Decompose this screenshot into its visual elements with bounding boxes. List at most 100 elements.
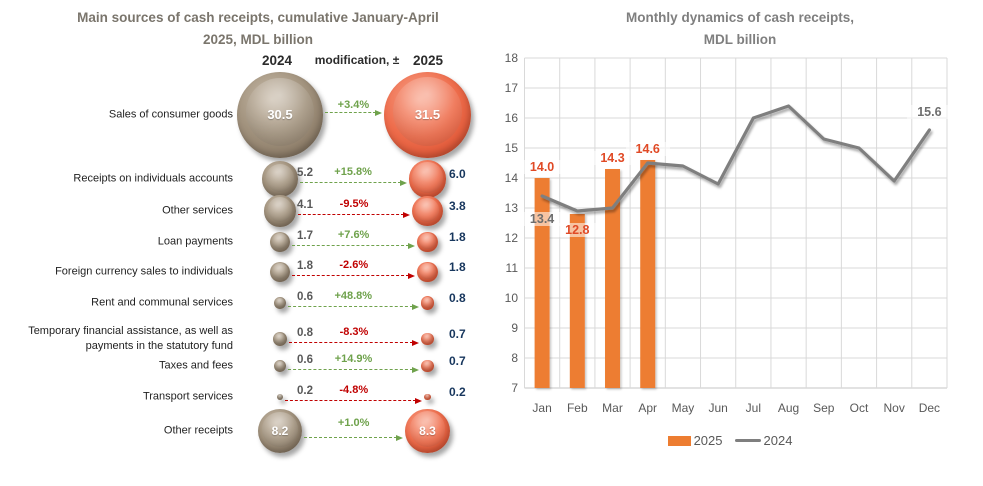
category-label-line: Transport services xyxy=(142,390,233,403)
change-arrow xyxy=(299,182,401,183)
category-label-line: Taxes and fees xyxy=(159,359,233,372)
value-2024: 4.1 xyxy=(297,198,313,211)
bubble-2024 xyxy=(276,393,284,401)
month-label: Jun xyxy=(708,401,728,415)
right-chart-title-line1: Monthly dynamics of cash receipts, xyxy=(625,10,855,25)
y-axis-tick: 14 xyxy=(504,171,518,185)
bubble-2024 xyxy=(274,297,286,309)
bubble-2025 xyxy=(420,296,435,310)
bubble-value: 31.5 xyxy=(414,107,441,123)
month-label: Nov xyxy=(883,401,905,415)
bar-2025 xyxy=(569,214,585,388)
right-chart-title: Monthly dynamics of cash receipts, MDL b… xyxy=(520,7,960,51)
category-label: Loan payments xyxy=(0,235,233,250)
category-label-line: Receipts on individuals accounts xyxy=(73,172,233,185)
month-label: Jul xyxy=(745,401,762,415)
change-percent: +48.8% xyxy=(334,290,373,302)
category-label: Other services xyxy=(0,204,233,219)
change-arrow-head xyxy=(412,366,420,373)
change-arrow xyxy=(288,342,414,343)
value-2024: 0.2 xyxy=(297,384,313,397)
category-label-line: Sales of consumer goods xyxy=(108,108,233,121)
category-label: Rent and communal services xyxy=(0,296,233,311)
change-arrow xyxy=(287,369,414,370)
month-label: Aug xyxy=(777,401,800,415)
value-2024: 1.8 xyxy=(297,259,313,272)
y-axis-tick: 9 xyxy=(511,321,518,335)
bubble-2025 xyxy=(421,359,434,373)
value-2025: 0.7 xyxy=(449,354,466,368)
y-axis-tick: 18 xyxy=(504,51,518,65)
value-2025: 3.8 xyxy=(449,199,466,213)
bubble-2025: 31.5 xyxy=(384,71,471,159)
change-percent: -4.8% xyxy=(339,384,369,396)
y-axis-tick: 10 xyxy=(504,291,518,305)
category-label: Transport services xyxy=(0,390,233,405)
column-header-modification: modification, ± xyxy=(314,53,400,67)
month-label: Feb xyxy=(566,401,588,415)
y-axis-tick: 16 xyxy=(504,111,518,125)
value-2025: 1.8 xyxy=(449,230,466,244)
line-2024 xyxy=(540,104,931,213)
month-label: Oct xyxy=(849,401,869,415)
bubble-2024 xyxy=(262,161,298,197)
category-label-line: Other receipts xyxy=(163,424,233,437)
change-arrow-head xyxy=(396,434,404,441)
line-value-label: 15.6 xyxy=(907,105,952,119)
bar-2025 xyxy=(640,160,656,388)
value-2024: 5.2 xyxy=(297,166,313,179)
change-percent: +15.8% xyxy=(334,166,372,178)
bar-value-label: 14.6 xyxy=(625,142,670,156)
right-chart-title-line2: MDL billion xyxy=(703,32,777,47)
value-2025: 0.8 xyxy=(449,291,466,305)
value-2025: 0.2 xyxy=(449,385,466,399)
bubble-2025 xyxy=(417,261,438,283)
bar-value-label: 14.3 xyxy=(590,151,635,165)
bubble-2024: 8.2 xyxy=(257,408,303,454)
y-axis-tick: 13 xyxy=(504,201,518,215)
bar-2025 xyxy=(605,169,621,388)
category-label-line: payments in the statutory fund xyxy=(85,340,233,352)
change-arrow xyxy=(292,245,410,246)
category-label-line: Other services xyxy=(162,204,233,217)
category-label: Temporary financial assistance, as well … xyxy=(0,324,233,354)
left-chart-title: Main sources of cash receipts, cumulativ… xyxy=(8,7,508,51)
bubble-value: 30.5 xyxy=(267,107,293,123)
category-label: Taxes and fees xyxy=(0,359,233,374)
line-series-swatch xyxy=(734,438,761,443)
y-axis-tick: 11 xyxy=(505,261,518,275)
change-arrow-head xyxy=(399,179,407,186)
change-percent: -9.5% xyxy=(339,198,369,210)
change-arrow-head xyxy=(411,303,419,310)
category-label: Sales of consumer goods xyxy=(0,108,233,123)
month-label: Sep xyxy=(813,401,835,415)
legend-label-2025: 2025 xyxy=(693,433,723,448)
line-value-label: 13.4 xyxy=(520,212,565,226)
bar-series-2025 xyxy=(534,160,656,388)
bubble-2025 xyxy=(417,231,438,253)
bubble-2025 xyxy=(412,195,443,226)
bubble-2024 xyxy=(274,360,286,372)
chart-legend: 2025 2024 xyxy=(505,433,955,448)
category-label: Foreign currency sales to individuals xyxy=(0,265,233,280)
value-2025: 1.8 xyxy=(449,260,466,274)
value-2025: 0.7 xyxy=(449,327,466,341)
value-2024: 0.6 xyxy=(297,353,313,366)
y-axis-tick: 17 xyxy=(504,81,518,95)
column-header-2025: 2025 xyxy=(412,53,444,68)
category-label-line: Temporary financial assistance, as well … xyxy=(28,325,233,337)
change-arrow xyxy=(324,112,377,113)
change-percent: -2.6% xyxy=(339,259,369,271)
y-axis-tick: 7 xyxy=(511,381,518,395)
change-arrow-head xyxy=(403,211,411,218)
category-label: Other receipts xyxy=(0,424,233,439)
value-2024: 0.8 xyxy=(297,326,313,339)
bubble-2024 xyxy=(269,231,291,253)
bubble-2024 xyxy=(273,332,287,346)
month-label: Jan xyxy=(532,401,552,415)
change-arrow-head xyxy=(412,339,420,346)
bubble-value: 8.2 xyxy=(271,423,289,438)
bubble-value: 8.3 xyxy=(419,423,436,438)
change-arrow xyxy=(292,275,410,276)
